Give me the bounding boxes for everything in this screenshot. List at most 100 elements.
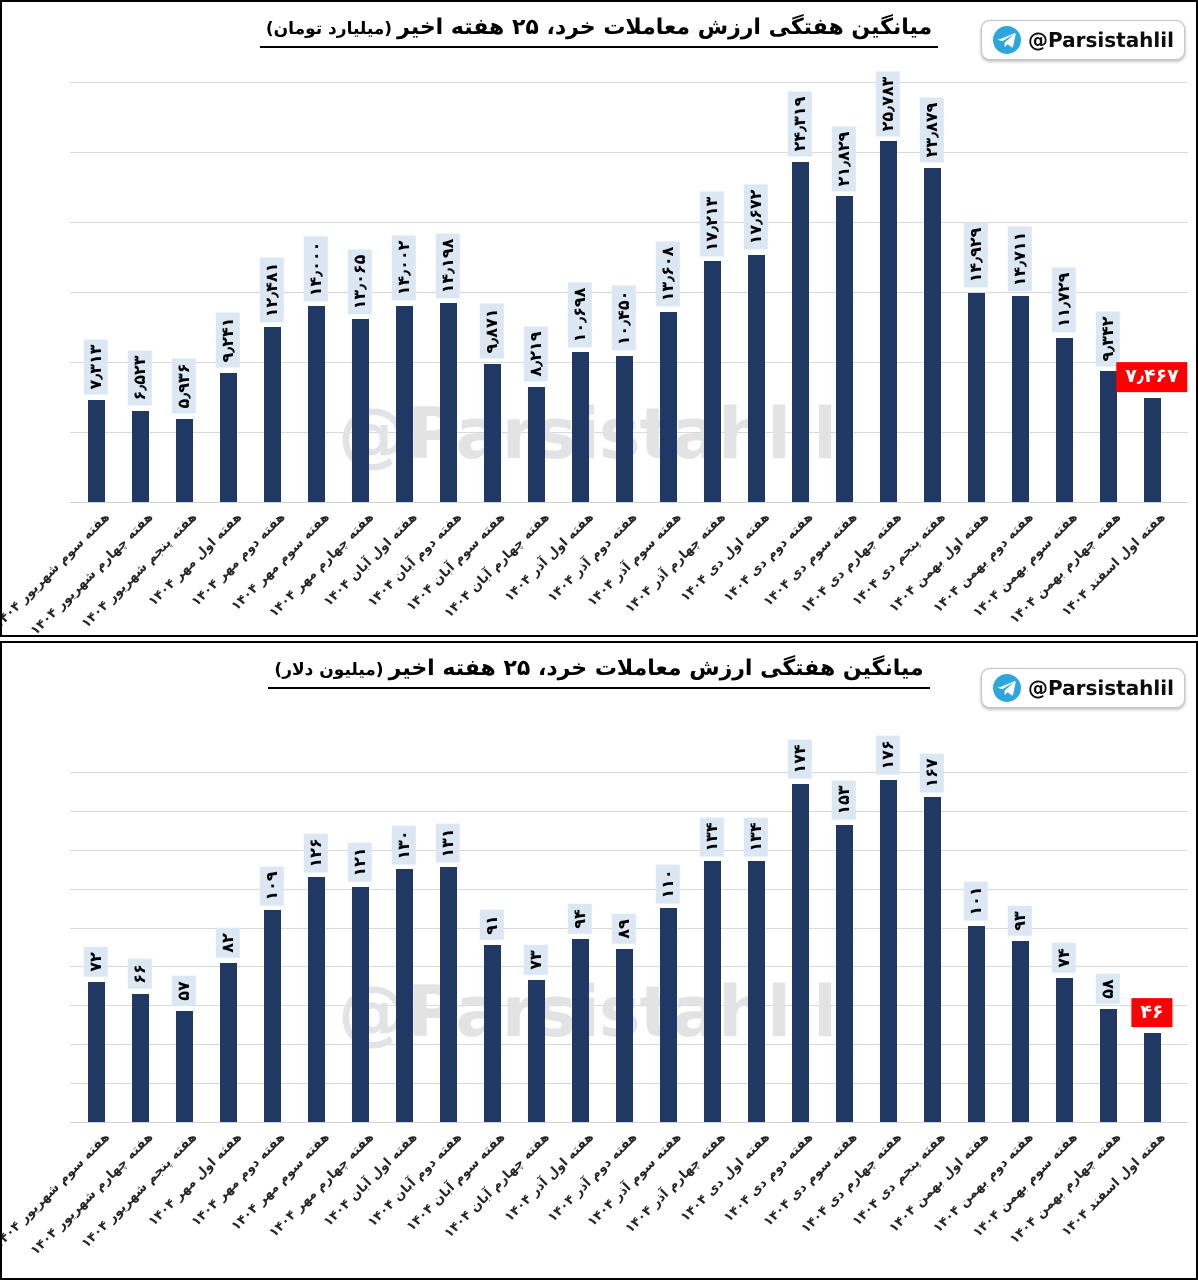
bar-value-label-highlight: ۷٫۴۶۷ — [1116, 362, 1188, 393]
bar-value-label: ۱۷۶ — [875, 735, 901, 775]
telegram-badge: @Parsistahlil — [980, 20, 1185, 60]
bar-value-label: ۹۱ — [479, 910, 505, 940]
bar-value-label: ۵٫۹۳۶ — [171, 358, 197, 414]
bar-value-label-highlight: ۴۶ — [1131, 997, 1173, 1028]
bar — [967, 293, 985, 502]
bar — [967, 925, 985, 1122]
bar — [747, 254, 765, 502]
bar-value-label: ۱۶۷ — [919, 753, 945, 793]
bar-value-label: ۱۴٫۱۹۸ — [435, 233, 461, 299]
bar — [1143, 1032, 1161, 1122]
bar-value-label: ۶۶ — [127, 958, 153, 989]
bar-value-label: ۱۷٫۶۷۲ — [743, 184, 769, 250]
chart-title: میانگین هفتگی ارزش معاملات خرد، ۲۵ هفته … — [2, 656, 1196, 689]
bar-value-label: ۱۴٫۰۰۰ — [303, 236, 329, 301]
bar — [879, 141, 897, 502]
bar-value-label: ۹٫۳۴۲ — [1095, 311, 1121, 367]
bar — [703, 261, 721, 502]
chart-title-unit: (میلیون دلار) — [274, 660, 384, 680]
gridline — [70, 849, 1188, 851]
bar — [219, 962, 237, 1122]
bar — [923, 797, 941, 1122]
bar-value-label: ۱۲۱ — [347, 842, 373, 882]
bar-value-label: ۲۳٫۸۷۹ — [919, 97, 945, 163]
bar-value-label: ۸۹ — [611, 914, 637, 944]
bar-value-label: ۱۰٫۶۹۸ — [567, 282, 593, 348]
gridline — [70, 152, 1188, 153]
telegram-badge: @Parsistahlil — [980, 668, 1185, 708]
bar-value-label: ۲۵٫۷۸۳ — [875, 71, 901, 136]
bar — [659, 908, 677, 1122]
bar-value-label: ۸۲ — [215, 927, 241, 958]
chart-title: میانگین هفتگی ارزش معاملات خرد، ۲۵ هفته … — [2, 15, 1196, 48]
gridline — [70, 82, 1188, 83]
bar — [483, 363, 501, 502]
x-axis-line — [70, 502, 1188, 503]
bar-value-label: ۸٫۲۱۹ — [523, 326, 549, 382]
gridline — [70, 772, 1188, 773]
bar-value-label: ۱۲۶ — [303, 832, 329, 873]
bar-value-label: ۱۰۹ — [259, 865, 285, 906]
telegram-handle: @Parsistahlil — [1027, 28, 1174, 52]
x-axis-line — [70, 1122, 1188, 1123]
bar — [703, 861, 721, 1122]
bar — [615, 355, 633, 502]
bar — [131, 410, 149, 502]
bar-value-label: ۱۰۱ — [963, 881, 989, 921]
bar — [439, 867, 457, 1122]
bar — [527, 386, 545, 502]
bar — [131, 993, 149, 1122]
chart-title-text: میانگین هفتگی ارزش معاملات خرد، ۲۵ هفته … — [388, 656, 924, 681]
bar-value-label: ۲۱٫۸۲۹ — [831, 126, 857, 192]
bar-value-label: ۵۸ — [1095, 974, 1121, 1004]
bar-value-label: ۹٫۸۷۱ — [479, 303, 505, 359]
bar — [571, 939, 589, 1122]
bar — [87, 982, 105, 1122]
bar — [1055, 337, 1073, 502]
bar — [175, 418, 193, 502]
bar-value-label: ۷۴ — [1051, 943, 1077, 973]
bar-value-label: ۷٫۳۱۳ — [83, 339, 109, 395]
bar — [87, 399, 105, 502]
bar — [791, 161, 809, 502]
bar-value-label: ۱۴٫۷۱۱ — [1007, 226, 1033, 291]
bar-value-label: ۹۳ — [1007, 906, 1033, 936]
bar-value-label: ۱۳۴ — [699, 817, 725, 857]
bar-value-label: ۱۳۱ — [435, 823, 461, 863]
bar — [351, 886, 369, 1122]
bar — [351, 319, 369, 502]
bar-value-label: ۱۲٫۴۸۱ — [259, 257, 285, 323]
bar — [615, 948, 633, 1122]
gridline — [70, 222, 1188, 223]
bar — [835, 196, 853, 502]
bar — [659, 311, 677, 502]
bar-value-label: ۵۷ — [171, 976, 197, 1006]
telegram-icon — [992, 26, 1021, 54]
bar — [1099, 1009, 1117, 1122]
bar — [791, 783, 809, 1122]
bar-value-label: ۱۳۰ — [391, 825, 417, 865]
bar — [1143, 397, 1161, 502]
bar-value-label: ۱۴٫۰۰۲ — [391, 236, 417, 301]
bar — [483, 945, 501, 1122]
bar — [835, 824, 853, 1122]
bar — [175, 1011, 193, 1122]
bar — [395, 306, 413, 502]
bar-value-label: ۱۱٫۷۲۹ — [1051, 267, 1077, 333]
bar-value-label: ۱۴٫۹۲۹ — [963, 223, 989, 288]
bar-value-label: ۲۴٫۳۱۹ — [787, 91, 813, 157]
chart-panel-dollar: میانگین هفتگی ارزش معاملات خرد، ۲۵ هفته … — [0, 641, 1198, 1280]
bar — [879, 779, 897, 1122]
bar-value-label: ۱۳٫۶۰۸ — [655, 241, 681, 307]
bar-value-label: ۱۷۴ — [787, 739, 813, 779]
bar — [395, 869, 413, 1122]
plot-area-dollar: ۷۲ هفته سوم شهریور ۱۴۰۴ ۶۶ هفته چهارم شهریو… — [2, 643, 1196, 1278]
bar — [219, 372, 237, 502]
bar-value-label: ۱۷٫۲۱۳ — [699, 191, 725, 256]
bar — [1011, 941, 1029, 1122]
bar-value-label: ۶٫۵۲۳ — [127, 350, 153, 406]
bar-value-label: ۱۳۴ — [743, 817, 769, 857]
bar-value-label: ۹٫۲۴۱ — [215, 312, 241, 368]
bar — [1099, 371, 1117, 502]
bar-value-label: ۱۵۳ — [831, 780, 857, 820]
